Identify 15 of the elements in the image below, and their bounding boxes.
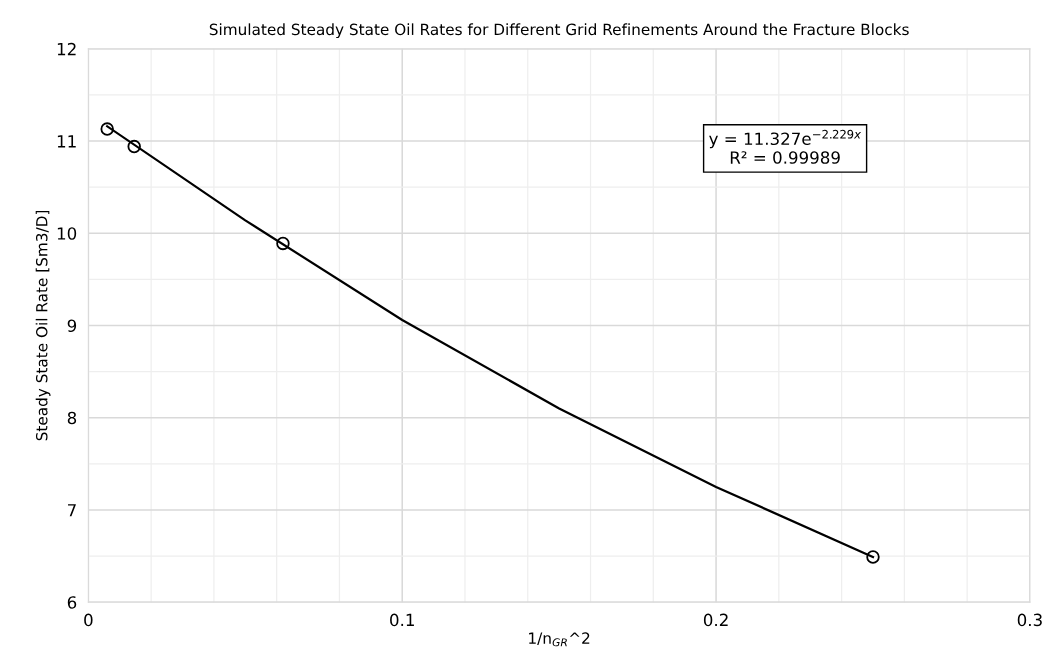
y-tick-label: 11	[57, 135, 76, 148]
y-tick-label: 6	[67, 596, 77, 609]
y-axis-title: Steady State Oil Rate [Sm3/D]	[35, 210, 51, 441]
y-tick-label: 8	[67, 411, 77, 425]
x-axis-title: 1/n$_{GR}$^2	[529, 632, 590, 647]
x-tick-label: 0.3	[1017, 613, 1042, 627]
y-tick-label: 12	[57, 42, 76, 56]
chart-title: Simulated Steady State Oil Rates for Different Grid Refinements Around the Fracture Blocks	[209, 23, 909, 39]
annotation: y = 11.327e$^{−2.229x}$ R² = 0.99989	[709, 129, 862, 164]
y-tick-label: 9	[67, 319, 77, 333]
y-tick-label: 10	[57, 227, 77, 240]
y-tick-label: 7	[68, 504, 76, 517]
x-tick-label: 0.1	[390, 613, 414, 627]
x-tick-label: 0.2	[703, 613, 728, 627]
x-tick-label: 0	[84, 613, 93, 627]
